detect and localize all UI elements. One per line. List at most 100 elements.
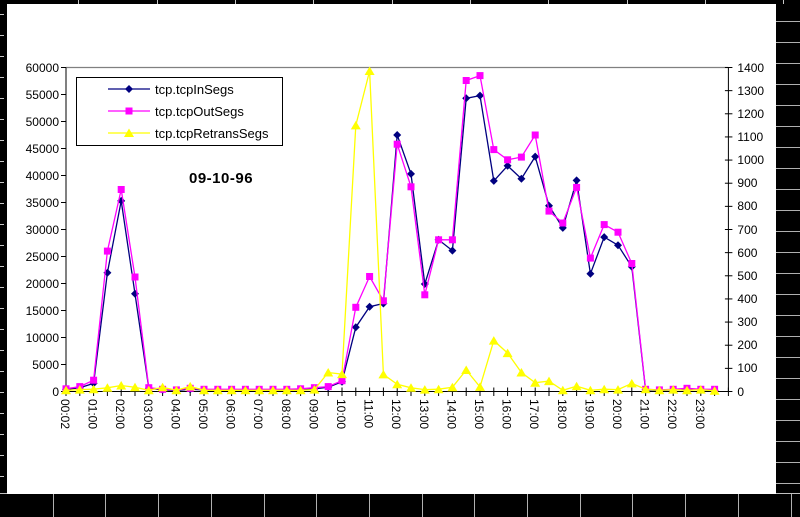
right-axis-tick-label: 1100 (737, 129, 764, 144)
sheet-row-line (776, 273, 800, 274)
left-axis-tick-label: 45000 (25, 141, 59, 156)
right-axis-tick-label: 1400 (737, 60, 765, 75)
legend-marker-square-icon (108, 107, 150, 115)
sheet-cell-divider (105, 494, 106, 517)
sheet-row-tick (0, 56, 4, 57)
sheet-row-tick (0, 203, 4, 204)
right-axis-tick-label: 700 (737, 222, 758, 237)
sheet-row-line (776, 378, 800, 379)
sheet-row-tick (0, 371, 4, 372)
x-axis-tick-label: 23:00 (692, 398, 707, 429)
sheet-row-line (776, 105, 800, 106)
right-axis-tick-label: 200 (737, 338, 758, 353)
sheet-cell-divider (738, 494, 739, 517)
right-axis-tick-label: 300 (737, 315, 758, 330)
sheet-row-line (776, 462, 800, 463)
x-axis-tick-label: 00:02 (58, 398, 72, 429)
sheet-row-line (776, 420, 800, 421)
sheet-cell-divider (369, 494, 370, 517)
sheet-row-tick (0, 182, 4, 183)
sheet-row-line (776, 231, 800, 232)
sheet-cell-divider (316, 494, 317, 517)
chart-svg (61, 66, 733, 396)
sheet-row-tick (0, 140, 4, 141)
sheet-row-tick (0, 287, 4, 288)
sheet-row-line (776, 315, 800, 316)
x-axis-tick-label: 11:00 (361, 398, 376, 428)
x-axis-tick-label: 22:00 (665, 398, 680, 429)
legend-item-tcp.tcpInSegs: tcp.tcpInSegs (77, 78, 282, 100)
right-axis-tick-label: 100 (737, 361, 758, 376)
x-axis-tick-label: 07:00 (251, 398, 266, 429)
x-axis-tick-label: 10:00 (334, 398, 348, 429)
sheet-cell-divider (53, 494, 54, 517)
x-axis-tick-label: 14:00 (444, 398, 459, 429)
sheet-row-tick (0, 434, 4, 435)
sheet-cell-divider (264, 494, 265, 517)
sheet-row-tick (0, 35, 4, 36)
x-axis-tick-label: 04:00 (168, 398, 183, 429)
left-axis-tick-label: 25000 (25, 249, 59, 264)
sheet-row-line (776, 189, 800, 190)
right-axis-tick-label: 1300 (737, 83, 765, 98)
sheet-row-line (776, 504, 800, 505)
chart-date-label: 09-10-96 (189, 170, 254, 187)
x-axis-tick-label: 02:00 (113, 398, 128, 429)
x-axis-tick-label: 12:00 (389, 398, 404, 429)
sheet-row-tick (0, 413, 4, 414)
left-axis-tick-label: 5000 (32, 357, 59, 372)
series-tcp.tcpRetransSegs (61, 66, 720, 395)
sheet-row-line (776, 21, 800, 22)
sheet-row-line (776, 336, 800, 337)
chart-panel: 0 5000 10000 15000 20000 25000 30000 35000 40000… (7, 4, 776, 494)
sheet-row-tick (0, 161, 4, 162)
legend-label: tcp.tcpRetransSegs (155, 125, 269, 141)
sheet-cell-divider (580, 494, 581, 517)
sheet-row-tick (0, 476, 4, 477)
x-axis-tick-label: 06:00 (223, 398, 238, 429)
sheet-row-tick (0, 98, 4, 99)
x-axis-tick-label: 21:00 (637, 398, 652, 429)
sheet-row-line (776, 42, 800, 43)
sheet-row-line (776, 63, 800, 64)
legend-item-tcp.tcpRetransSegs: tcp.tcpRetransSegs (77, 122, 282, 144)
left-axis-tick-label: 60000 (25, 60, 59, 75)
x-axis-tick-label: 08:00 (278, 398, 293, 429)
x-axis-tick-label: 15:00 (472, 398, 486, 429)
sheet-row-tick (0, 245, 4, 246)
left-axis-tick-label: 15000 (25, 303, 59, 318)
sheet-row-line (776, 168, 800, 169)
sheet-row-tick (0, 455, 4, 456)
x-axis-tick-label: 03:00 (140, 398, 155, 429)
sheet-cell-divider (632, 494, 633, 517)
left-axis-tick-label: 55000 (25, 87, 59, 102)
sheet-row-tick (0, 119, 4, 120)
sheet-row-line (776, 294, 800, 295)
sheet-row-line (776, 357, 800, 358)
x-axis-tick-label: 01:00 (85, 398, 100, 429)
legend-label: tcp.tcpOutSegs (155, 103, 244, 119)
chart-legend: tcp.tcpInSegs tcp.tcpOutSegs tcp.tcpRetran… (76, 77, 283, 146)
x-axis-tick-label: 17:00 (527, 398, 542, 429)
sheet-right-cells (776, 4, 800, 517)
sheet-cell-divider (791, 494, 792, 517)
left-axis-tick-label: 20000 (25, 276, 59, 291)
left-axis-tick-label: 0 (52, 384, 59, 399)
sheet-row-tick (0, 14, 4, 15)
right-axis-tick-label: 1000 (737, 153, 765, 168)
x-axis-tick-label: 18:00 (554, 398, 569, 429)
legend-label: tcp.tcpInSegs (155, 81, 234, 97)
sheet-cell-divider (474, 494, 475, 517)
x-axis-tick-label: 20:00 (610, 398, 624, 429)
sheet-cell-divider (685, 494, 686, 517)
sheet-row-line (776, 147, 800, 148)
sheet-row-tick (0, 329, 4, 330)
sheet-cell-divider (211, 494, 212, 517)
sheet-row-tick (0, 266, 4, 267)
legend-marker-triangle-icon (108, 128, 150, 137)
left-axis-tick-label: 30000 (25, 222, 59, 237)
x-axis-tick-label: 09:00 (306, 398, 321, 429)
legend-marker-diamond-icon (108, 85, 150, 93)
right-axis-tick-label: 600 (737, 245, 758, 260)
